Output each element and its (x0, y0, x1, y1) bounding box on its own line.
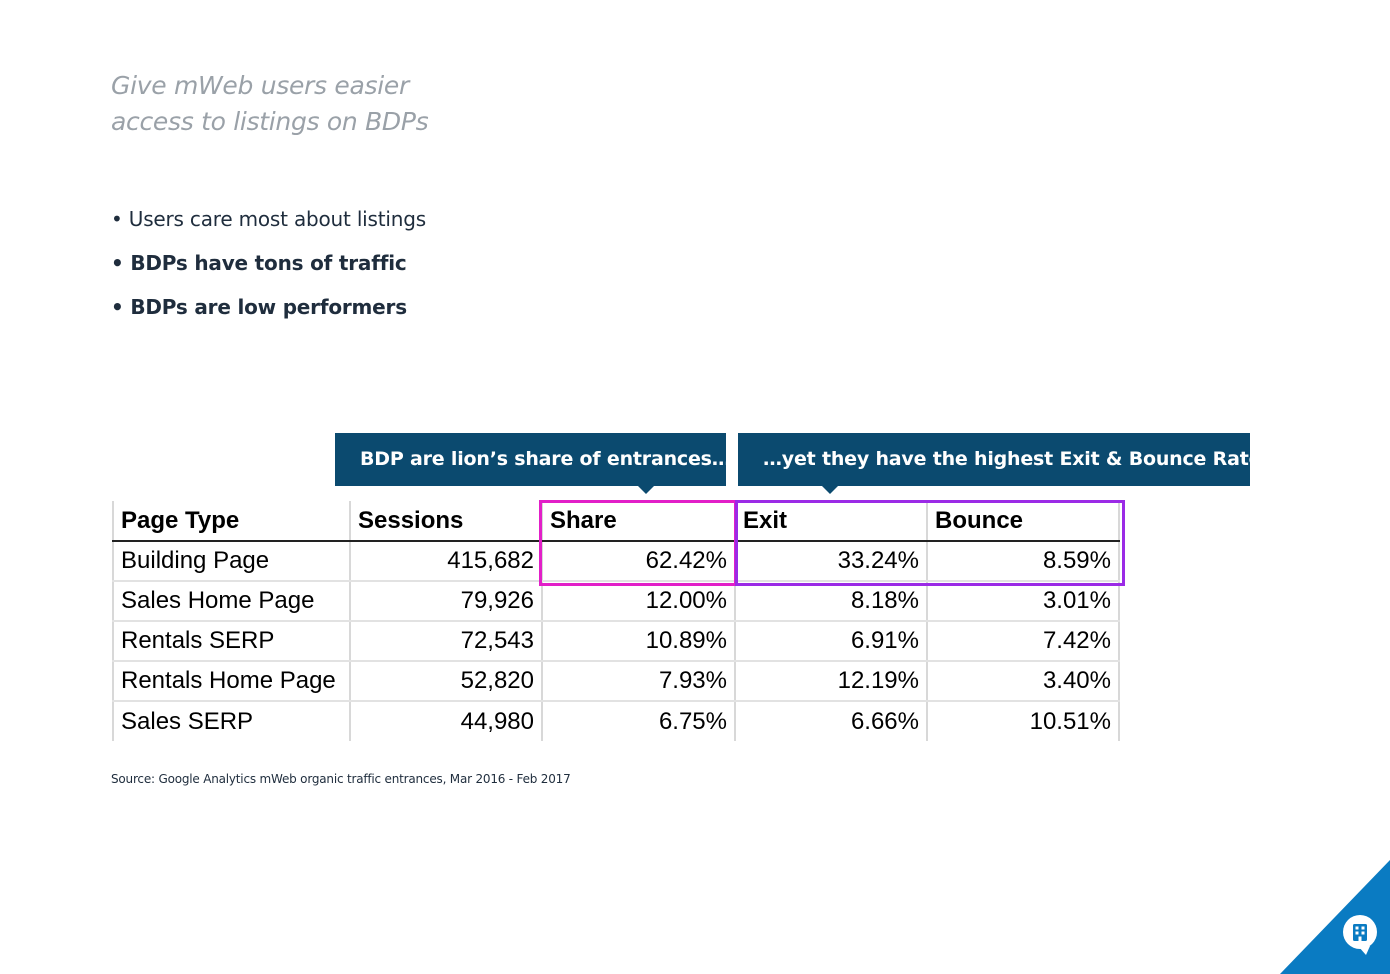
source-note: Source: Google Analytics mWeb organic tr… (111, 772, 571, 786)
header-exit: Exit (734, 501, 927, 542)
header-page-type: Page Type (112, 501, 350, 542)
cell-bounce: 7.42% (926, 621, 1120, 662)
cell-sessions: 79,926 (349, 581, 542, 622)
cell-exit: 8.18% (734, 581, 927, 622)
bullet-item: • BDPs have tons of traffic (111, 251, 407, 275)
cell-sessions: 72,543 (349, 621, 542, 662)
bullet-list: • Users care most about listings • BDPs … (111, 203, 426, 335)
cell-page-type: Rentals SERP (112, 621, 350, 662)
table-row: Sales Home Page 79,926 12.00% 8.18% 3.01… (112, 581, 1120, 622)
callout-exit-bounce: …yet they have the highest Exit & Bounce… (738, 433, 1261, 494)
cell-page-type: Sales SERP (112, 701, 350, 741)
building-chat-icon (1343, 915, 1377, 955)
cell-share: 6.75% (541, 701, 735, 741)
header-sessions: Sessions (349, 501, 542, 542)
table-row: Building Page 415,682 62.42% 33.24% 8.59… (112, 541, 1120, 582)
callout-pointer (638, 486, 654, 494)
slide-subtitle: Give mWeb users easier access to listing… (111, 68, 531, 140)
cell-share: 12.00% (541, 581, 735, 622)
callout-share: BDP are lion’s share of entrances… (335, 433, 731, 494)
cell-sessions: 44,980 (349, 701, 542, 741)
bullet-item: • BDPs are low performers (111, 295, 407, 319)
cell-bounce: 3.40% (926, 661, 1120, 702)
cell-page-type: Sales Home Page (112, 581, 350, 622)
cell-bounce: 3.01% (926, 581, 1120, 622)
table-header-row: Page Type Sessions Share Exit Bounce (112, 501, 1120, 542)
callout-exit-bounce-text: …yet they have the highest Exit & Bounce… (763, 448, 1262, 470)
cell-bounce: 10.51% (926, 701, 1120, 741)
cell-sessions: 52,820 (349, 661, 542, 702)
traffic-table: Page Type Sessions Share Exit Bounce Bui… (112, 501, 1120, 741)
cell-exit: 12.19% (734, 661, 927, 702)
cell-exit: 6.91% (734, 621, 927, 662)
header-bounce: Bounce (926, 501, 1120, 542)
subtitle-line-1: Give mWeb users easier (111, 71, 409, 100)
cell-share: 10.89% (541, 621, 735, 662)
header-share: Share (541, 501, 735, 542)
cell-share: 7.93% (541, 661, 735, 702)
callout-pointer (822, 486, 838, 494)
corner-brand-mark (1280, 860, 1390, 974)
subtitle-line-2: access to listings on BDPs (111, 107, 429, 136)
cell-exit: 6.66% (734, 701, 927, 741)
cell-page-type: Building Page (112, 541, 350, 582)
cell-page-type: Rentals Home Page (112, 661, 350, 702)
cell-share: 62.42% (541, 541, 735, 582)
bullet-item: • Users care most about listings (111, 207, 426, 231)
cell-bounce: 8.59% (926, 541, 1120, 582)
table-row: Sales SERP 44,980 6.75% 6.66% 10.51% (112, 701, 1120, 741)
table-row: Rentals Home Page 52,820 7.93% 12.19% 3.… (112, 661, 1120, 702)
cell-sessions: 415,682 (349, 541, 542, 582)
cell-exit: 33.24% (734, 541, 927, 582)
callout-share-text: BDP are lion’s share of entrances… (360, 448, 731, 470)
table-row: Rentals SERP 72,543 10.89% 6.91% 7.42% (112, 621, 1120, 662)
